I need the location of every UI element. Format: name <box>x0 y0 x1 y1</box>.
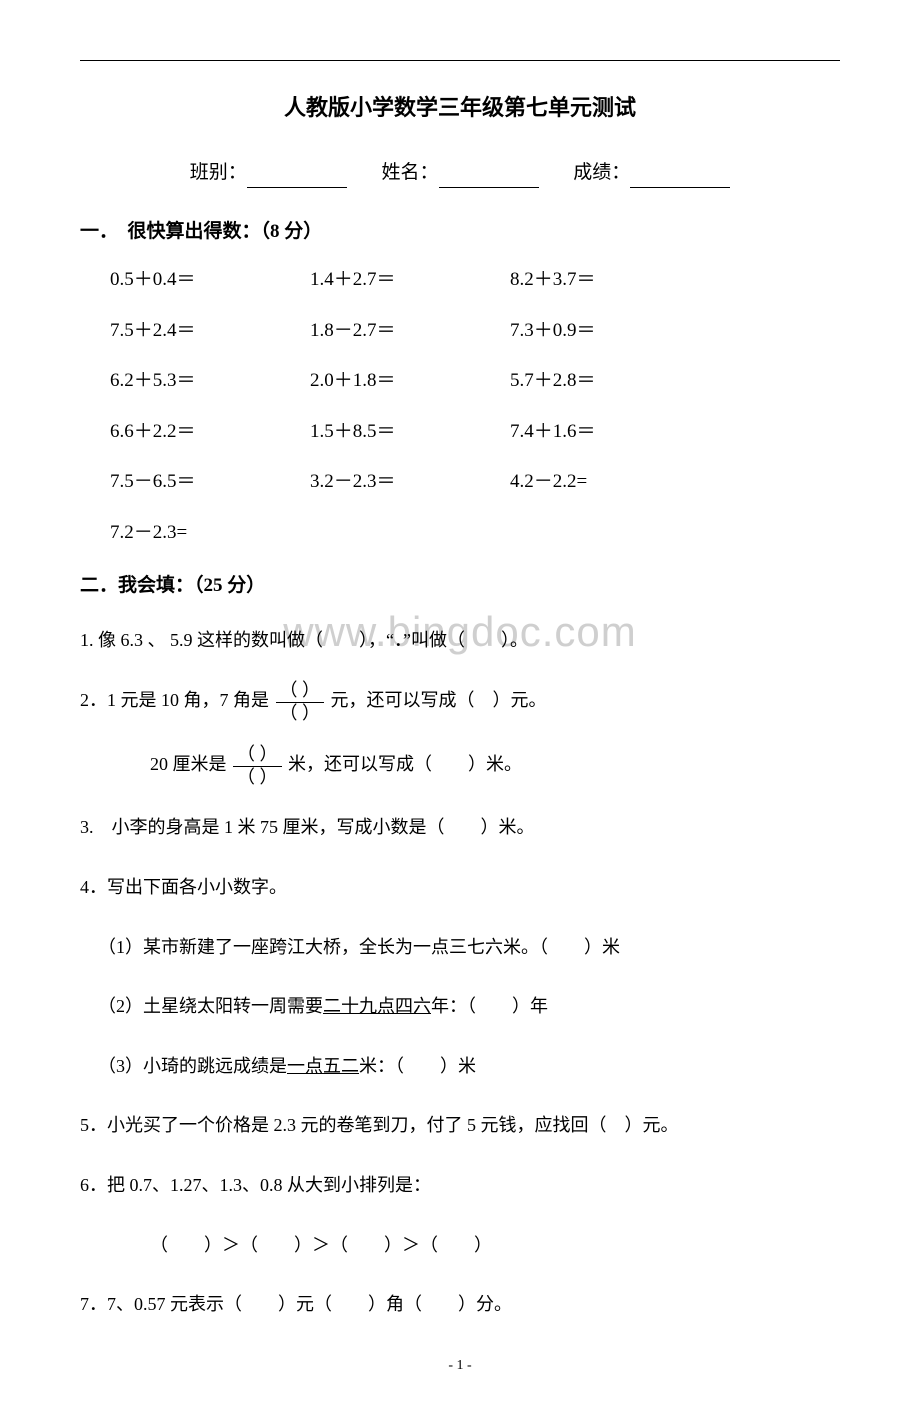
q2: 2．1 元是 10 角，7 角是 （ ） （ ） 元，还可以写成（ ）元。 <box>80 680 840 724</box>
frac-den: （ ） <box>276 703 325 725</box>
q7: 7．7、0.57 元表示（ ）元（ ）角（ ）分。 <box>80 1285 840 1325</box>
calc-grid: 0.5＋0.4＝ 1.4＋2.7＝ 8.2＋3.7＝ 7.5＋2.4＝ 1.8－… <box>80 266 840 547</box>
top-rule <box>80 60 840 61</box>
q2-text-a: 2．1 元是 10 角，7 角是 <box>80 690 269 710</box>
q3: 3. 小李的身高是 1 米 75 厘米，写成小数是（ ）米。 <box>80 808 840 848</box>
calc-row: 7.2－2.3= <box>110 519 840 548</box>
calc-row: 0.5＋0.4＝ 1.4＋2.7＝ 8.2＋3.7＝ <box>110 266 840 295</box>
calc-cell: 8.2＋3.7＝ <box>510 266 710 295</box>
q4-2-a: （2）土星绕太阳转一周需要 <box>98 996 323 1016</box>
calc-cell: 5.7＋2.8＝ <box>510 367 710 396</box>
calc-cell: 7.4＋1.6＝ <box>510 418 710 447</box>
calc-cell <box>510 519 710 548</box>
q5: 5．小光买了一个价格是 2.3 元的卷笔到刀，付了 5 元钱，应找回（ ）元。 <box>80 1106 840 1146</box>
student-info-line: 班别： 姓名： 成绩： <box>80 159 840 188</box>
calc-cell: 3.2－2.3＝ <box>310 468 510 497</box>
q4: 4．写出下面各小小数字。 <box>80 868 840 908</box>
q6: 6．把 0.7、1.27、1.3、0.8 从大到小排列是： <box>80 1166 840 1206</box>
score-label: 成绩： <box>573 162 630 183</box>
page-number: - 1 - <box>80 1355 840 1376</box>
q4-3-b: 米：（ ）米 <box>359 1056 476 1076</box>
calc-row: 7.5＋2.4＝ 1.8－2.7＝ 7.3＋0.9＝ <box>110 317 840 346</box>
fraction-blank: （ ） （ ） <box>274 680 327 724</box>
name-blank <box>439 165 539 188</box>
section2-header: 二．我会填：（25 分） <box>80 572 840 601</box>
section1-header: 一． 很快算出得数：（8 分） <box>80 218 840 247</box>
q4-1: （1）某市新建了一座跨江大桥，全长为一点三七六米。（ ）米 <box>80 928 840 968</box>
calc-cell: 1.4＋2.7＝ <box>310 266 510 295</box>
q4-3: （3）小琦的跳远成绩是一点五二米：（ ）米 <box>80 1047 840 1087</box>
q4-2-b: 年：（ ）年 <box>431 996 548 1016</box>
q4-3-u: 一点五二 <box>287 1056 359 1076</box>
frac-num: （ ） <box>233 744 282 767</box>
class-label: 班别： <box>190 162 247 183</box>
page-title: 人教版小学数学三年级第七单元测试 <box>80 91 840 124</box>
calc-row: 7.5－6.5＝ 3.2－2.3＝ 4.2－2.2= <box>110 468 840 497</box>
calc-cell: 7.5＋2.4＝ <box>110 317 310 346</box>
q2c-text-a: 20 厘米是 <box>150 755 227 775</box>
calc-cell: 1.8－2.7＝ <box>310 317 510 346</box>
calc-row: 6.6＋2.2＝ 1.5＋8.5＝ 7.4＋1.6＝ <box>110 418 840 447</box>
q2c-text-b: 米，还可以写成（ ）米。 <box>288 755 522 775</box>
q4-2-u: 二十九点四六 <box>323 996 431 1016</box>
q4-2: （2）土星绕太阳转一周需要二十九点四六年：（ ）年 <box>80 987 840 1027</box>
calc-cell: 2.0＋1.8＝ <box>310 367 510 396</box>
calc-row: 6.2＋5.3＝ 2.0＋1.8＝ 5.7＋2.8＝ <box>110 367 840 396</box>
fraction-blank: （ ） （ ） <box>231 744 284 788</box>
score-blank <box>630 165 730 188</box>
calc-cell: 6.6＋2.2＝ <box>110 418 310 447</box>
q6-line: （ ）＞（ ）＞（ ）＞（ ） <box>80 1226 840 1266</box>
calc-cell: 7.5－6.5＝ <box>110 468 310 497</box>
q1: 1. 像 6.3 、 5.9 这样的数叫做（ ），“．”叫做（ ）。 <box>80 621 840 661</box>
calc-cell <box>310 519 510 548</box>
frac-num: （ ） <box>276 680 325 703</box>
calc-cell: 0.5＋0.4＝ <box>110 266 310 295</box>
name-label: 姓名： <box>381 162 438 183</box>
calc-cell: 7.2－2.3= <box>110 519 310 548</box>
q4-3-a: （3）小琦的跳远成绩是 <box>98 1056 287 1076</box>
calc-cell: 7.3＋0.9＝ <box>510 317 710 346</box>
q2-text-b: 元，还可以写成（ ）元。 <box>331 690 547 710</box>
calc-cell: 6.2＋5.3＝ <box>110 367 310 396</box>
class-blank <box>247 165 347 188</box>
q2c: 20 厘米是 （ ） （ ） 米，还可以写成（ ）米。 <box>80 744 840 788</box>
frac-den: （ ） <box>233 767 282 789</box>
calc-cell: 1.5＋8.5＝ <box>310 418 510 447</box>
calc-cell: 4.2－2.2= <box>510 468 710 497</box>
